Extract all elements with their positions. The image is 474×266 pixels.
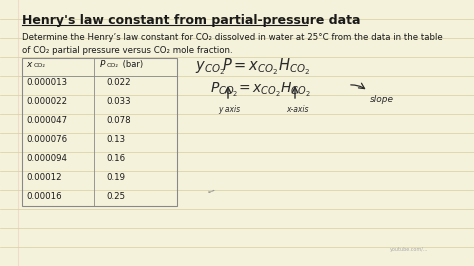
Text: x-axis: x-axis (286, 105, 309, 114)
Text: 0.000047: 0.000047 (26, 116, 67, 125)
Text: 0.00016: 0.00016 (26, 192, 62, 201)
Text: CO₂: CO₂ (34, 63, 46, 68)
Text: 0.078: 0.078 (106, 116, 131, 125)
Text: $y_{CO_2}\!P = x_{CO_2}H_{CO_2}$: $y_{CO_2}\!P = x_{CO_2}H_{CO_2}$ (195, 56, 310, 77)
Text: 0.000022: 0.000022 (26, 97, 67, 106)
Text: slope: slope (370, 95, 394, 104)
Text: 0.000076: 0.000076 (26, 135, 67, 144)
Text: 0.022: 0.022 (106, 78, 131, 87)
Text: Henry's law constant from partial-pressure data: Henry's law constant from partial-pressu… (22, 14, 361, 27)
Text: 0.000013: 0.000013 (26, 78, 67, 87)
Text: Determine the Henry’s law constant for CO₂ dissolved in water at 25°C from the d: Determine the Henry’s law constant for C… (22, 33, 443, 42)
Text: P: P (100, 60, 105, 69)
Text: 0.000094: 0.000094 (26, 154, 67, 163)
Text: 0.033: 0.033 (106, 97, 131, 106)
Text: of CO₂ partial pressure versus CO₂ mole fraction.: of CO₂ partial pressure versus CO₂ mole … (22, 46, 233, 55)
Text: 0.13: 0.13 (106, 135, 125, 144)
Text: 0.19: 0.19 (106, 173, 125, 182)
Text: (bar): (bar) (120, 60, 143, 69)
Text: youtube.com/...: youtube.com/... (390, 247, 428, 252)
Text: ✓: ✓ (204, 186, 216, 199)
Text: 0.25: 0.25 (106, 192, 125, 201)
Text: 0.16: 0.16 (106, 154, 125, 163)
Text: x: x (26, 60, 31, 69)
Text: CO₂: CO₂ (107, 63, 119, 68)
Text: y axis: y axis (218, 105, 240, 114)
Text: 0.00012: 0.00012 (26, 173, 62, 182)
Text: $P_{CO_2}\! = x_{CO_2}H_{CO_2}$: $P_{CO_2}\! = x_{CO_2}H_{CO_2}$ (210, 81, 310, 99)
Bar (22, 58, 177, 206)
